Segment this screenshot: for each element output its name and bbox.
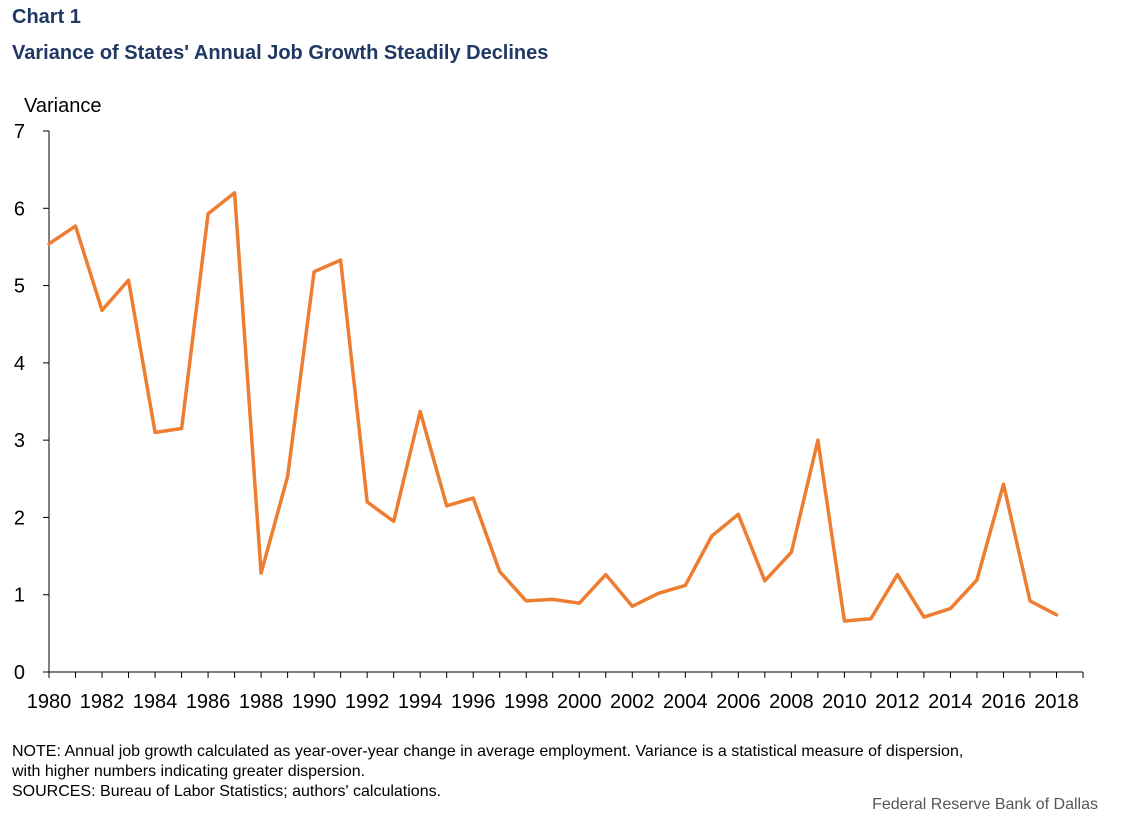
note-line-2: with higher numbers indicating greater d…: [12, 763, 366, 780]
x-tick-label: 2014: [928, 691, 973, 713]
y-tick-label: 2: [14, 507, 25, 529]
x-tick-label: 1998: [504, 691, 549, 713]
y-tick-label: 4: [14, 353, 25, 375]
y-tick-label: 6: [14, 198, 25, 220]
x-tick-label: 2002: [610, 691, 655, 713]
y-tick-label: 7: [14, 121, 25, 143]
y-axis: 0 1 2 3 4 5 6 7: [14, 121, 50, 684]
sources-line: SOURCES: Bureau of Labor Statistics; aut…: [12, 783, 442, 800]
x-tick-label: 1984: [133, 691, 178, 713]
series-group: [47, 191, 1059, 623]
x-tick-label: 1990: [292, 691, 337, 713]
x-tick-label: 2008: [769, 691, 814, 713]
x-tick-label: 2010: [822, 691, 867, 713]
line-chart: 0 1 2 3 4 5 6 7 1980 1982 1984 1986 1988 1990 1992 199…: [14, 121, 1084, 713]
x-tick-label: 2000: [557, 691, 602, 713]
y-tick-label: 5: [14, 276, 25, 298]
y-axis-label: Variance: [24, 95, 102, 117]
y-tick-label: 3: [14, 430, 25, 452]
x-tick-label: 2018: [1034, 691, 1079, 713]
x-tick-label: 1986: [186, 691, 231, 713]
y-tick-label: 1: [14, 585, 25, 607]
x-tick-label: 2012: [875, 691, 920, 713]
chart-note: NOTE: Annual job growth calculated as ye…: [12, 742, 1122, 802]
x-tick-label: 1982: [80, 691, 125, 713]
note-line-1: NOTE: Annual job growth calculated as ye…: [12, 743, 964, 760]
x-tick-label: 1980: [27, 691, 72, 713]
x-tick-label: 1988: [239, 691, 284, 713]
x-tick-label: 2006: [716, 691, 761, 713]
x-tick-label: 2004: [663, 691, 708, 713]
x-tick-label: 2016: [981, 691, 1026, 713]
x-tick-label: 1994: [398, 691, 443, 713]
x-axis: 1980 1982 1984 1986 1988 1990 1992 1994 1996 1998…: [27, 671, 1084, 713]
chart-label: Chart 1: [12, 6, 81, 28]
source-credit: Federal Reserve Bank of Dallas: [872, 796, 1098, 813]
chart-title: Variance of States' Annual Job Growth St…: [12, 42, 549, 64]
y-tick-label: 0: [14, 662, 25, 684]
series-line-variance: [47, 191, 1059, 623]
x-tick-label: 1992: [345, 691, 390, 713]
x-tick-label: 1996: [451, 691, 496, 713]
